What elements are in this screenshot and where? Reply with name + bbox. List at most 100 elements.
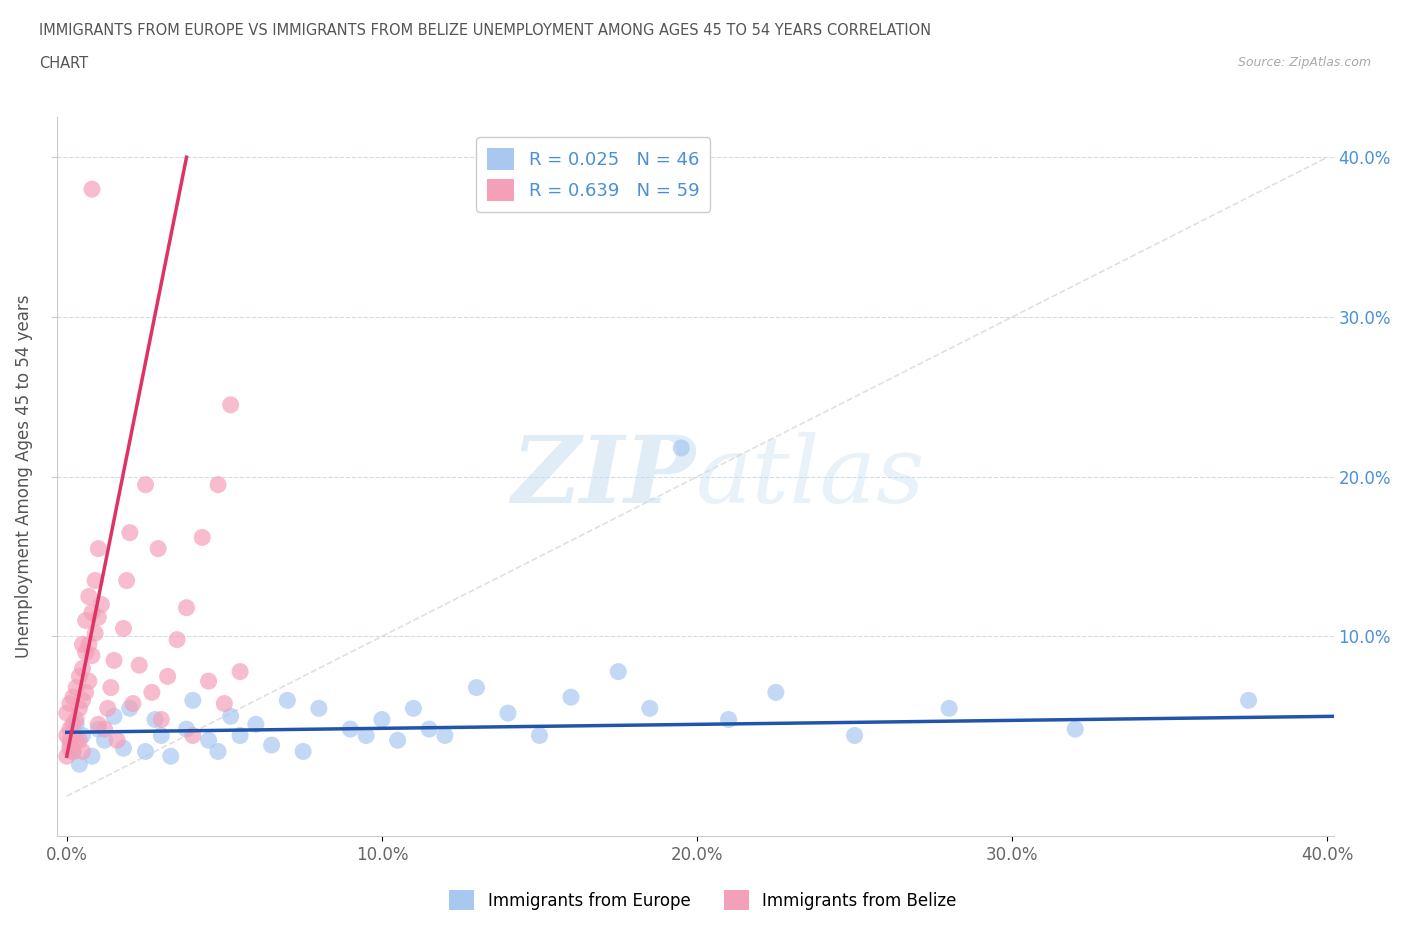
Point <box>844 728 866 743</box>
Text: Source: ZipAtlas.com: Source: ZipAtlas.com <box>1237 56 1371 69</box>
Point <box>418 722 440 737</box>
Point <box>671 441 693 456</box>
Point <box>59 722 82 737</box>
Point <box>62 744 84 759</box>
Point <box>339 722 361 737</box>
Point <box>607 664 630 679</box>
Point <box>529 728 551 743</box>
Point <box>55 749 77 764</box>
Point <box>260 737 283 752</box>
Text: atlas: atlas <box>696 432 925 522</box>
Point <box>80 749 103 764</box>
Point <box>181 693 204 708</box>
Point <box>87 610 110 625</box>
Point <box>214 696 236 711</box>
Point <box>59 741 82 756</box>
Point <box>75 684 97 699</box>
Point <box>105 733 128 748</box>
Point <box>156 669 179 684</box>
Point <box>59 696 82 711</box>
Point <box>229 664 252 679</box>
Point <box>65 680 87 695</box>
Point <box>150 712 173 727</box>
Point <box>87 541 110 556</box>
Point <box>387 733 409 748</box>
Point <box>122 696 145 711</box>
Point <box>166 632 188 647</box>
Text: IMMIGRANTS FROM EUROPE VS IMMIGRANTS FROM BELIZE UNEMPLOYMENT AMONG AGES 45 TO 5: IMMIGRANTS FROM EUROPE VS IMMIGRANTS FRO… <box>39 23 932 38</box>
Point <box>197 673 219 688</box>
Point <box>72 637 94 652</box>
Point <box>72 693 94 708</box>
Point <box>112 621 135 636</box>
Point <box>93 733 115 748</box>
Point <box>112 741 135 756</box>
Point <box>97 701 120 716</box>
Point <box>496 706 519 721</box>
Point <box>143 712 166 727</box>
Point <box>176 600 198 615</box>
Point <box>72 661 94 676</box>
Point <box>93 722 115 737</box>
Point <box>75 613 97 628</box>
Point <box>75 645 97 660</box>
Point <box>245 717 267 732</box>
Point <box>146 541 169 556</box>
Point <box>207 744 229 759</box>
Point <box>118 701 141 716</box>
Point <box>1064 722 1087 737</box>
Point <box>765 684 787 699</box>
Point <box>176 722 198 737</box>
Point <box>72 744 94 759</box>
Point <box>219 709 242 724</box>
Point <box>100 680 122 695</box>
Point <box>67 701 90 716</box>
Text: ZIP: ZIP <box>512 432 696 522</box>
Point <box>103 709 125 724</box>
Point <box>150 728 173 743</box>
Point <box>229 728 252 743</box>
Point <box>84 573 107 588</box>
Point <box>62 717 84 732</box>
Point <box>80 648 103 663</box>
Point <box>128 658 150 672</box>
Point <box>135 744 157 759</box>
Point <box>87 717 110 732</box>
Point <box>276 693 298 708</box>
Point <box>55 706 77 721</box>
Point <box>90 597 112 612</box>
Point <box>292 744 315 759</box>
Point <box>65 712 87 727</box>
Point <box>115 573 138 588</box>
Point <box>67 669 90 684</box>
Point <box>84 626 107 641</box>
Point <box>62 744 84 759</box>
Point <box>55 728 77 743</box>
Legend: R = 0.025   N = 46, R = 0.639   N = 59: R = 0.025 N = 46, R = 0.639 N = 59 <box>477 137 710 212</box>
Point <box>354 728 377 743</box>
Point <box>59 737 82 752</box>
Point <box>402 701 425 716</box>
Point <box>87 722 110 737</box>
Point <box>433 728 456 743</box>
Point <box>65 717 87 732</box>
Point <box>141 684 163 699</box>
Point <box>219 397 242 412</box>
Point <box>67 733 90 748</box>
Point <box>560 690 582 705</box>
Point <box>371 712 394 727</box>
Point <box>80 181 103 196</box>
Point <box>938 701 960 716</box>
Legend: Immigrants from Europe, Immigrants from Belize: Immigrants from Europe, Immigrants from … <box>443 884 963 917</box>
Point <box>80 605 103 620</box>
Point <box>308 701 330 716</box>
Point <box>1237 693 1260 708</box>
Point <box>77 673 100 688</box>
Point <box>181 728 204 743</box>
Point <box>103 653 125 668</box>
Point <box>67 757 90 772</box>
Text: CHART: CHART <box>39 56 89 71</box>
Point <box>197 733 219 748</box>
Point <box>465 680 488 695</box>
Point <box>135 477 157 492</box>
